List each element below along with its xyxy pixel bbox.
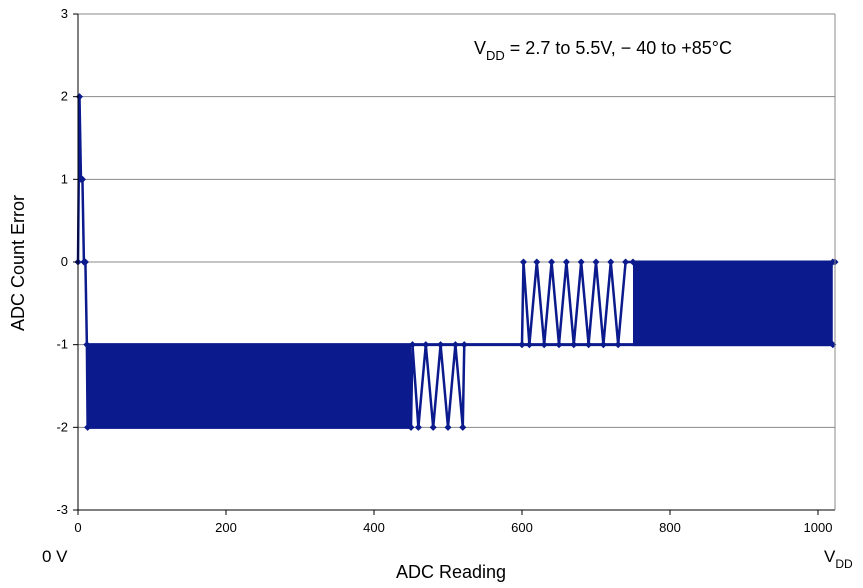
annotation-sub: DD [486, 48, 505, 63]
conditions-annotation: VDD = 2.7 to 5.5V, − 40 to +85°C [474, 38, 732, 63]
annotation-main: V [474, 38, 486, 58]
y-tick-label: 0 [61, 254, 68, 269]
y-axis-label: ADC Count Error [8, 195, 28, 331]
y-tick-label: -1 [56, 337, 68, 352]
data-point [629, 258, 637, 266]
y-tick-label: -2 [56, 419, 68, 434]
annotation-rest: = 2.7 to 5.5V, − 40 to +85°C [505, 38, 732, 58]
data-point [459, 423, 467, 431]
x-axis-label: ADC Reading [396, 562, 506, 582]
data-point [548, 258, 556, 266]
oscillation-band [632, 262, 833, 345]
oscillation-band [87, 344, 411, 428]
vdd-label: VDD [824, 547, 853, 571]
zero-volt-label: 0 V [42, 547, 68, 566]
vdd-label-main: V [824, 547, 836, 566]
data-point [81, 258, 89, 266]
series-adc-error [74, 93, 839, 431]
data-point [622, 258, 630, 266]
x-tick-label: 400 [363, 520, 385, 535]
data-point [519, 258, 528, 266]
data-point [407, 423, 415, 431]
x-tick-label: 800 [659, 520, 681, 535]
data-point [414, 423, 422, 431]
vdd-label-sub: DD [835, 557, 853, 571]
y-tick-label: 1 [61, 171, 68, 186]
data-point [562, 258, 570, 266]
data-point [429, 423, 437, 431]
data-point [533, 258, 541, 266]
data-point [84, 423, 92, 431]
x-tick-label: 600 [511, 520, 533, 535]
data-point [607, 258, 615, 266]
data-point [592, 258, 600, 266]
data-point [83, 341, 91, 349]
data-point [444, 423, 452, 431]
y-tick-label: -3 [56, 502, 68, 517]
y-tick-label: 3 [61, 6, 68, 21]
x-tick-label: 0 [74, 520, 81, 535]
data-point [78, 175, 86, 183]
data-point [577, 258, 585, 266]
chart-labels: ADC Count Error ADC Reading 0 V VDD VDD … [8, 38, 853, 582]
x-tick-label: 1000 [804, 520, 833, 535]
axes: -3 -2 -1 0 1 2 3 0 200 400 600 800 1000 [56, 6, 836, 535]
x-tick-label: 200 [215, 520, 237, 535]
y-tick-label: 2 [61, 89, 68, 104]
